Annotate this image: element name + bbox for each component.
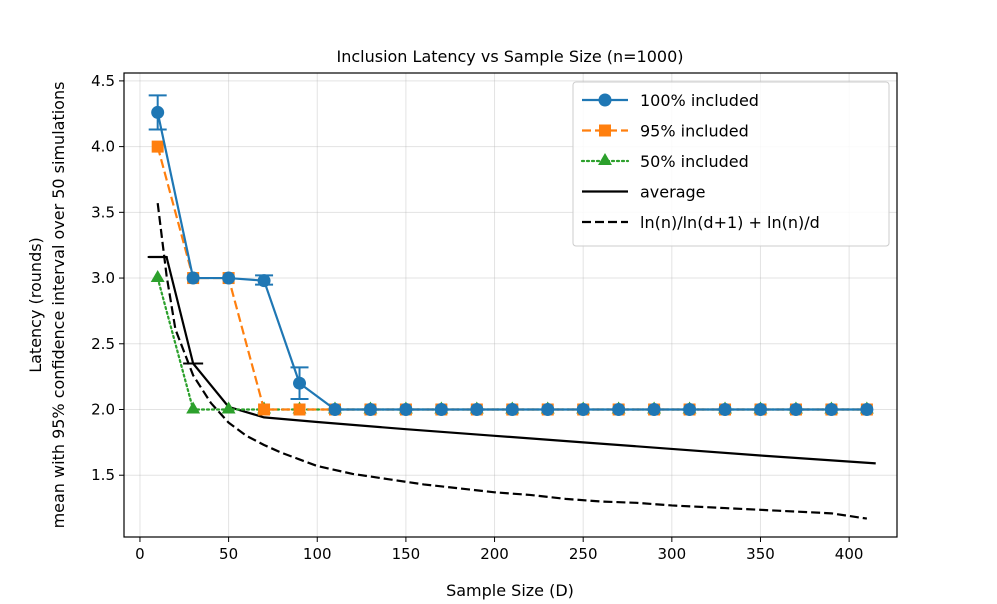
x-tick-label: 400: [835, 545, 864, 563]
legend-item: 100% included: [582, 91, 759, 110]
legend-label: ln(n)/ln(d+1) + ln(n)/d: [640, 213, 820, 232]
data-point: [293, 376, 307, 390]
legend-item: ln(n)/ln(d+1) + ln(n)/d: [582, 213, 820, 232]
legend-item: 95% included: [582, 122, 749, 141]
y-tick-label: 4.5: [91, 72, 115, 90]
series-line: [156, 202, 868, 520]
data-point: [222, 271, 236, 285]
data-point: [186, 271, 200, 285]
y-tick-label: 4.0: [91, 138, 115, 156]
data-point: [576, 402, 590, 416]
y-tick-label: 3.0: [91, 269, 115, 287]
series-layer: [147, 94, 876, 520]
data-point: [186, 401, 201, 414]
x-tick-label: 100: [303, 545, 332, 563]
series-line: [148, 255, 876, 465]
x-tick-label: 350: [746, 545, 775, 563]
series-0: [148, 94, 874, 416]
y-tick-label: 2.5: [91, 335, 115, 353]
data-point: [258, 403, 271, 416]
data-point: [257, 274, 271, 288]
series-4: [156, 202, 868, 520]
legend: 100% included 95% included 50% included ave…: [572, 81, 890, 247]
legend-marker: [599, 124, 611, 137]
legend-label: average: [640, 183, 706, 202]
legend-box: [572, 81, 890, 247]
data-point: [434, 402, 448, 416]
legend-label: 100% included: [640, 91, 759, 110]
data-point: [328, 402, 342, 416]
data-point: [151, 105, 165, 119]
y-tick-label: 3.5: [91, 203, 115, 221]
legend-item: average: [582, 183, 706, 202]
data-point: [612, 402, 626, 416]
legend-marker: [598, 93, 612, 107]
legend-marker: [598, 153, 612, 165]
data-point: [399, 402, 413, 416]
data-point: [293, 403, 306, 416]
chart-title: Inclusion Latency vs Sample Size (n=1000…: [336, 47, 683, 66]
y-tick-label: 2.0: [91, 400, 115, 418]
legend-item: 50% included: [580, 152, 749, 171]
data-point: [718, 402, 732, 416]
y-axis-label-line2: mean with 95% confidence interval over 5…: [49, 82, 68, 529]
series-3: [147, 255, 876, 465]
data-point: [221, 401, 236, 414]
y-axis-label-line1: Latency (rounds): [26, 237, 45, 373]
plot-frame: [123, 72, 898, 538]
series-line: [156, 146, 867, 411]
data-point: [753, 402, 767, 416]
data-point: [150, 270, 165, 283]
data-point: [683, 402, 697, 416]
legend-label: 50% included: [640, 152, 749, 171]
x-tick-label: 50: [219, 545, 238, 563]
x-tick-label: 150: [392, 545, 421, 563]
data-point: [541, 402, 555, 416]
y-tick-label: 1.5: [91, 466, 115, 484]
x-axis-label: Sample Size (D): [446, 581, 574, 600]
legend-label: 95% included: [640, 122, 749, 141]
data-point: [470, 402, 484, 416]
axis-ticks: 0 50 100 150 200 250 300 350 400 1.5 2.0 2.5 3.0 3.5 4…: [91, 72, 863, 563]
data-point: [647, 402, 661, 416]
x-tick-label: 200: [480, 545, 509, 563]
data-point: [824, 402, 838, 416]
data-point: [151, 140, 164, 153]
data-point: [789, 402, 803, 416]
data-point: [860, 402, 874, 416]
data-point: [505, 402, 519, 416]
data-point: [363, 402, 377, 416]
x-tick-label: 300: [658, 545, 687, 563]
x-tick-label: 250: [569, 545, 598, 563]
x-tick-label: 0: [135, 545, 145, 563]
